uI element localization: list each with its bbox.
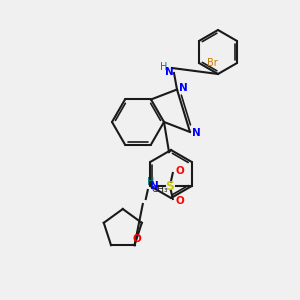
Text: Br: Br — [207, 58, 217, 68]
Text: O: O — [132, 234, 141, 244]
Text: H: H — [147, 177, 154, 187]
Text: N: N — [192, 128, 200, 138]
Text: N: N — [178, 83, 188, 94]
Text: S: S — [165, 179, 174, 193]
Text: O: O — [176, 166, 184, 176]
Text: N: N — [165, 67, 173, 77]
Text: N: N — [150, 181, 159, 191]
Text: O: O — [176, 196, 184, 206]
Text: CH₃: CH₃ — [152, 184, 169, 194]
Text: H: H — [160, 62, 168, 72]
